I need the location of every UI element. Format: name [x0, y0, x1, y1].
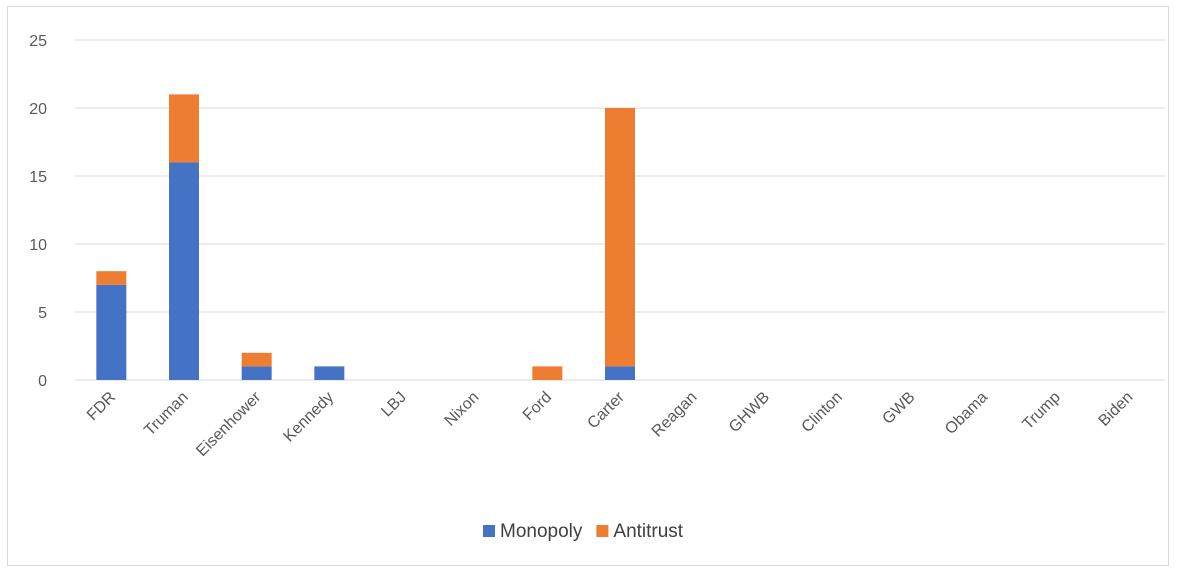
legend-swatch-monopoly — [483, 525, 495, 537]
legend-swatch-antitrust — [596, 525, 609, 537]
x-tick-label: Nixon — [442, 389, 483, 430]
x-tick-label: LBJ — [378, 389, 410, 421]
x-axis-tick-labels: FDR Truman Eisenhower Kennedy LBJ Nixon Ford Ca… — [84, 388, 1137, 460]
bar-monopoly-fdr — [96, 284, 127, 380]
x-tick-label: FDR — [84, 389, 119, 424]
x-tick-label: GHWB — [726, 389, 773, 436]
bar-antitrust-fdr — [96, 271, 127, 285]
bar-antitrust-ford — [532, 366, 563, 380]
bar-monopoly-carter — [605, 366, 635, 380]
y-tick-label: 0 — [38, 373, 47, 390]
y-tick-label: 15 — [29, 169, 47, 186]
x-tick-label: Trump — [1020, 389, 1064, 433]
x-tick-label: Clinton — [799, 389, 846, 436]
x-tick-label: Obama — [942, 389, 991, 438]
x-tick-label: Eisenhower — [193, 388, 265, 460]
bar-antitrust-truman — [169, 94, 199, 163]
y-tick-label: 25 — [29, 33, 47, 50]
x-tick-label: Kennedy — [280, 389, 337, 446]
x-tick-label: Carter — [584, 388, 628, 432]
x-tick-label: Ford — [520, 389, 555, 424]
bar-monopoly-truman — [169, 162, 199, 380]
bar-antitrust-eisenhower — [241, 352, 272, 367]
bar-antitrust-carter — [605, 108, 635, 367]
chart-frame — [7, 6, 1169, 566]
y-tick-label: 10 — [29, 237, 47, 254]
y-tick-label: 20 — [29, 101, 47, 118]
bar-monopoly-eisenhower — [241, 366, 272, 380]
x-tick-label: Reagan — [649, 389, 701, 441]
x-tick-label: GWB — [879, 389, 918, 428]
legend-label-monopoly: Monopoly — [500, 521, 583, 542]
y-tick-label: 5 — [38, 305, 47, 322]
x-tick-label: Truman — [141, 389, 192, 440]
x-tick-label: Biden — [1096, 389, 1137, 430]
legend: Monopoly Antitrust — [483, 521, 684, 542]
y-axis-tick-labels: 0 5 10 15 20 25 — [29, 33, 47, 390]
bar-monopoly-kennedy — [314, 366, 345, 380]
legend-label-antitrust: Antitrust — [613, 521, 683, 542]
bars — [96, 94, 635, 380]
